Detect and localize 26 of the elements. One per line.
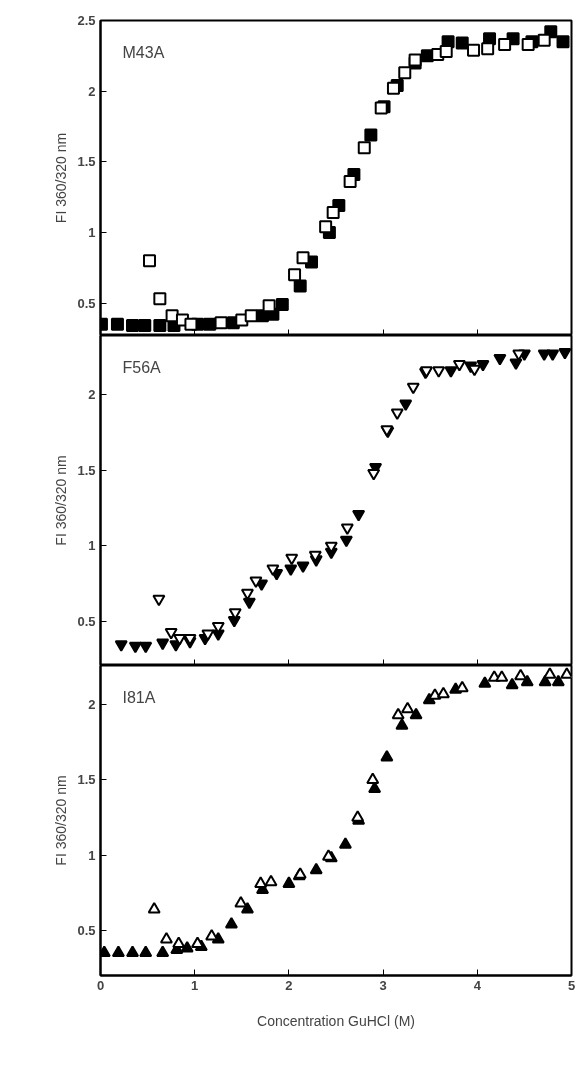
y-tick-label: 0.5	[77, 922, 96, 938]
y-tick-label: 2	[88, 697, 96, 713]
y-tick-label: 1	[88, 224, 96, 240]
y-axis-title: FI 360/320 nm	[53, 775, 70, 866]
y-tick-label: 1	[88, 538, 96, 554]
y-tick-label: 0.5	[77, 614, 96, 630]
y-tick-label: 0.5	[77, 295, 96, 311]
y-tick-label: 2	[88, 83, 96, 99]
x-tick-label: 4	[473, 977, 482, 993]
y-axis-title: FI 360/320 nm	[53, 132, 70, 224]
annotation: I81A	[122, 688, 156, 706]
x-tick-label: 0	[96, 977, 105, 993]
y-tick-label: 1	[88, 847, 96, 863]
x-tick-label: 1	[191, 977, 199, 993]
x-tick-label: 2	[285, 977, 293, 993]
y-tick-label: 1.5	[77, 154, 96, 170]
y-tick-label: 1.5	[77, 462, 96, 478]
x-axis-title: Concentration GuHCl (M)	[257, 1012, 415, 1029]
y-axis-title: FI 360/320 nm	[53, 455, 70, 546]
x-tick-label: 3	[379, 977, 387, 993]
y-tick-label: 2.5	[77, 13, 96, 28]
y-tick-label: 1.5	[77, 772, 96, 788]
y-tick-label: 2	[88, 387, 96, 403]
x-tick-label: 5	[567, 977, 576, 993]
annotation: M43A	[122, 43, 165, 61]
annotation: F56A	[122, 358, 162, 376]
